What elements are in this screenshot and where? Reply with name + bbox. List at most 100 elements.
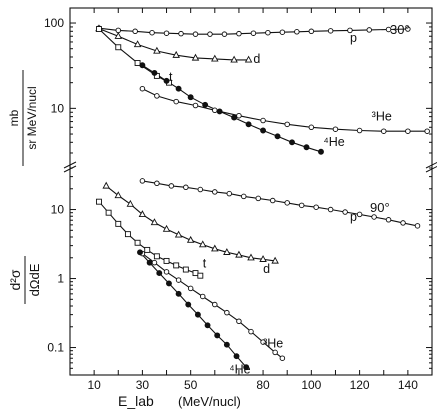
point-t-panel2 xyxy=(144,246,151,253)
point-He-panel2 xyxy=(156,270,163,277)
point-He-panel1 xyxy=(289,139,295,146)
curve-He-panel1 xyxy=(142,88,428,132)
point-He-panel1 xyxy=(192,102,199,109)
point-t-panel2 xyxy=(134,239,141,246)
point-d-panel1 xyxy=(114,32,123,39)
point-p-panel2 xyxy=(356,211,363,218)
x-tick-label: 30 xyxy=(136,378,150,392)
point-He-panel2 xyxy=(223,341,230,348)
point-p-panel2 xyxy=(414,223,421,229)
point-d-panel2 xyxy=(259,255,267,262)
point-He-panel2 xyxy=(137,249,143,256)
point-p-panel2 xyxy=(168,183,175,189)
axis-ticks xyxy=(70,8,433,376)
point-d-panel2 xyxy=(247,253,255,261)
point-He-panel1 xyxy=(231,114,238,121)
point-t-panel2 xyxy=(124,231,131,238)
point-He-panel2 xyxy=(175,277,182,283)
point-He-panel1 xyxy=(284,121,290,128)
series-label: d xyxy=(253,52,260,66)
point-p-panel1 xyxy=(115,27,122,34)
svg-text:sr MeV/nucl: sr MeV/nucl xyxy=(25,86,39,149)
point-p-panel1 xyxy=(163,30,170,36)
point-p-panel2 xyxy=(269,197,276,204)
point-p-panel1 xyxy=(327,28,334,34)
point-p-panel2 xyxy=(139,178,146,184)
point-p-panel1 xyxy=(294,29,300,35)
point-p-panel1 xyxy=(347,27,353,34)
point-d-panel2 xyxy=(174,230,183,238)
point-He-panel1 xyxy=(173,98,179,105)
series-labels: p d t ³He ⁴He p d t ³He ⁴He xyxy=(169,31,392,377)
point-p-panel2 xyxy=(385,217,392,223)
point-t-panel2 xyxy=(192,270,199,277)
point-d-panel2 xyxy=(150,218,159,226)
point-d-panel2 xyxy=(138,210,147,218)
point-He-panel1 xyxy=(424,128,430,134)
point-He-panel2 xyxy=(233,353,240,360)
point-He-panel1 xyxy=(175,85,182,92)
y-unit-label: mb sr MeV/nucl xyxy=(7,70,39,166)
point-He-panel1 xyxy=(303,144,310,151)
point-He-panel1 xyxy=(163,77,170,84)
point-p-panel1 xyxy=(308,28,315,35)
x-tick-label: 50 xyxy=(184,378,198,392)
point-t-panel2 xyxy=(163,257,170,264)
point-He-panel2 xyxy=(175,290,182,297)
point-He-panel2 xyxy=(224,309,230,316)
point-p-panel1 xyxy=(236,30,242,37)
point-He-panel1 xyxy=(260,127,267,134)
point-He-panel2 xyxy=(199,293,206,300)
fit-curves xyxy=(98,27,428,368)
point-He-panel1 xyxy=(139,62,146,69)
point-d-panel1 xyxy=(172,50,180,58)
point-p-panel1 xyxy=(250,30,257,36)
series-label: p xyxy=(350,210,357,224)
point-He-panel1 xyxy=(274,133,281,140)
point-He-panel1 xyxy=(139,85,146,92)
series-label: t xyxy=(203,256,207,270)
point-d-panel1 xyxy=(211,54,219,62)
point-He-panel1 xyxy=(151,69,158,76)
series-label: ⁴He xyxy=(229,363,250,377)
point-d-panel1 xyxy=(230,55,238,63)
plot-frame xyxy=(69,7,433,376)
curve-He-panel2 xyxy=(139,251,247,368)
series-label: d xyxy=(263,262,270,276)
point-He-panel2 xyxy=(204,322,211,329)
series-label: t xyxy=(169,70,173,84)
point-t-panel2 xyxy=(105,209,112,216)
point-He-panel1 xyxy=(187,94,194,101)
series-label: ³He xyxy=(263,337,283,351)
point-He-panel1 xyxy=(308,124,315,131)
point-He-panel2 xyxy=(236,318,242,325)
point-He-panel1 xyxy=(236,112,242,119)
point-p-panel1 xyxy=(207,31,213,37)
y-tick-label: 1 xyxy=(57,272,64,286)
point-He-panel1 xyxy=(212,107,218,114)
x-axis-unit: (MeV/nucl) xyxy=(178,394,241,409)
point-d-panel1 xyxy=(133,40,142,48)
point-t-panel2 xyxy=(173,262,180,269)
point-He-panel2 xyxy=(272,349,278,356)
point-p-panel1 xyxy=(366,27,373,33)
point-p-panel2 xyxy=(400,220,406,226)
point-d-panel2 xyxy=(114,191,123,199)
point-t-panel2 xyxy=(115,220,122,227)
point-d-panel2 xyxy=(235,250,243,258)
x-tick-label: 80 xyxy=(256,378,270,392)
point-p-panel2 xyxy=(154,180,160,187)
point-t-panel2 xyxy=(153,253,160,260)
point-He-panel1 xyxy=(405,128,411,134)
point-d-panel2 xyxy=(102,181,110,189)
point-t-panel1 xyxy=(115,44,122,51)
y-tick-label: 0.1 xyxy=(47,341,64,355)
point-He-panel2 xyxy=(248,328,254,335)
point-He-panel2 xyxy=(146,259,153,266)
point-p-panel1 xyxy=(149,29,155,36)
point-p-panel2 xyxy=(371,214,377,220)
x-tick-label: 10 xyxy=(87,378,101,392)
y-tick-label: 10 xyxy=(51,101,65,115)
point-d-panel2 xyxy=(162,224,171,232)
